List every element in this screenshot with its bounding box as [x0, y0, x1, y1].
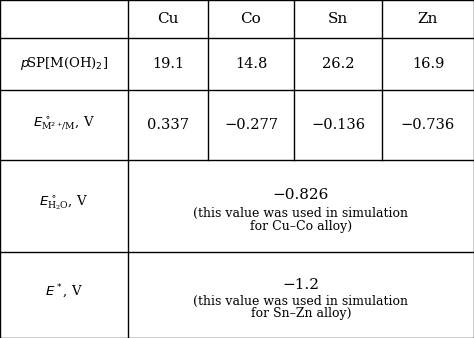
Text: (this value was used in simulation: (this value was used in simulation [193, 295, 409, 308]
Text: $E^\circ_{\mathregular{H_2O}}$, V: $E^\circ_{\mathregular{H_2O}}$, V [39, 194, 89, 213]
Text: 26.2: 26.2 [322, 57, 354, 71]
Text: 14.8: 14.8 [235, 57, 267, 71]
Text: Sn: Sn [328, 12, 348, 26]
Text: −0.826: −0.826 [273, 188, 329, 202]
Text: −0.736: −0.736 [401, 118, 455, 132]
Text: Zn: Zn [418, 12, 438, 26]
Text: −1.2: −1.2 [283, 278, 319, 292]
Text: −0.136: −0.136 [311, 118, 365, 132]
Text: 0.337: 0.337 [147, 118, 189, 132]
Text: 16.9: 16.9 [412, 57, 444, 71]
Text: Co: Co [241, 12, 261, 26]
Text: 19.1: 19.1 [152, 57, 184, 71]
Text: for Sn–Zn alloy): for Sn–Zn alloy) [251, 308, 351, 320]
Text: $E^*$, V: $E^*$, V [45, 283, 83, 301]
Text: $p\!$SP[M(OH)$_2$]: $p\!$SP[M(OH)$_2$] [20, 55, 108, 72]
Text: $E^\circ_{\mathregular{M}^{2+}\!\mathregular{/M}}$, V: $E^\circ_{\mathregular{M}^{2+}\!\mathreg… [33, 114, 95, 132]
Text: −0.277: −0.277 [224, 118, 278, 132]
Text: Cu: Cu [157, 12, 179, 26]
Text: (this value was used in simulation: (this value was used in simulation [193, 207, 409, 220]
Text: for Cu–Co alloy): for Cu–Co alloy) [250, 220, 352, 233]
